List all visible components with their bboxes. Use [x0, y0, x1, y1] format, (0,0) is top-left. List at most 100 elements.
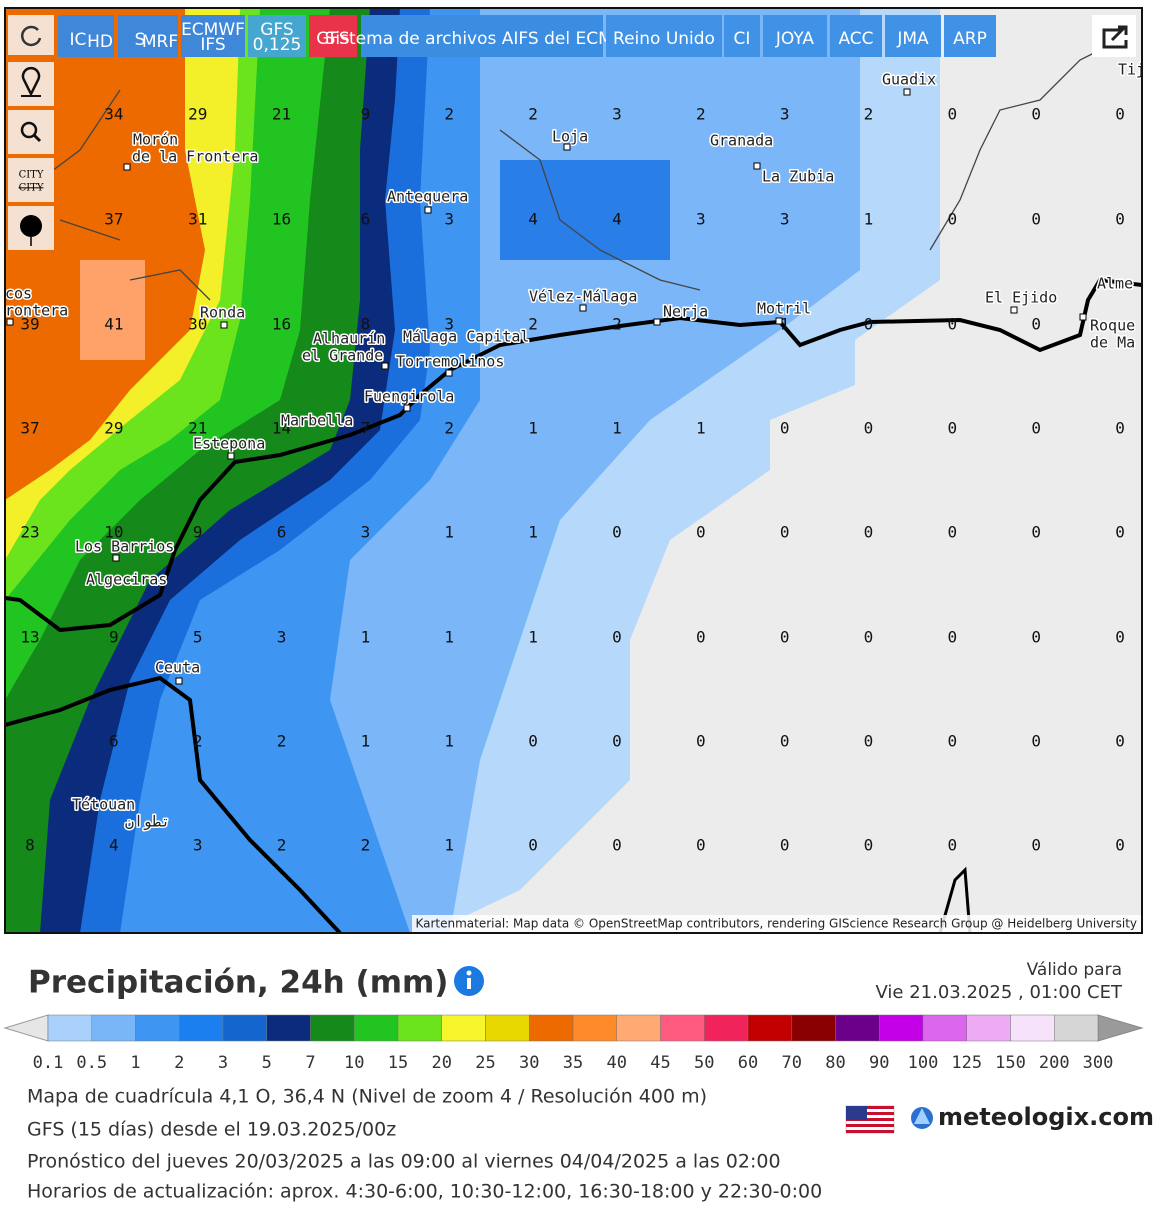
scale-label: 15 — [388, 1053, 408, 1073]
grid-value: 3 — [780, 105, 790, 124]
place-marker — [220, 321, 228, 329]
scale-label: 5 — [262, 1053, 272, 1073]
place-label: cos — [5, 285, 32, 303]
grid-value: 21 — [188, 419, 207, 438]
toolbar-button[interactable] — [885, 15, 941, 57]
toolbar-button[interactable] — [724, 15, 760, 57]
grid-value: 3 — [444, 315, 454, 334]
grid-value: 23 — [20, 523, 39, 542]
button-sub: HD — [87, 32, 113, 52]
grid-value: 5 — [193, 628, 203, 647]
refresh-button[interactable] — [8, 15, 54, 55]
scale-label: 300 — [1083, 1053, 1114, 1073]
scale-label: 125 — [951, 1053, 982, 1073]
grid-value: 16 — [272, 210, 291, 229]
grid-value: 0 — [864, 419, 874, 438]
toolbar-button[interactable] — [361, 15, 603, 57]
place-label: تطوان — [125, 813, 170, 831]
toolbar-button[interactable] — [944, 15, 996, 57]
place-marker — [175, 677, 183, 685]
button-label: GFS — [260, 20, 293, 40]
toolbar-button[interactable] — [830, 15, 882, 57]
toolbar-button[interactable] — [58, 15, 114, 57]
place-label: Torremolinos — [396, 353, 504, 371]
grid-value: 2 — [864, 105, 874, 124]
grid-value: 0 — [948, 105, 958, 124]
scale-label: 70 — [782, 1053, 802, 1073]
scale-label: 45 — [650, 1053, 670, 1073]
grid-value: 10 — [104, 523, 123, 542]
grid-value: 3 — [193, 836, 203, 855]
info-icon[interactable] — [454, 966, 484, 996]
button-sub: 0,125 — [253, 35, 302, 55]
grid-value: 1 — [528, 419, 538, 438]
place-label: Granada — [710, 132, 773, 150]
grid-value: 0 — [780, 836, 790, 855]
grid-value: 6 — [277, 523, 287, 542]
grid-value: 9 — [361, 105, 371, 124]
place-marker — [227, 452, 235, 460]
scale-label: 3 — [218, 1053, 228, 1073]
info-line: Horarios de actualización: aprox. 4:30-6… — [27, 1181, 822, 1203]
grid-value: 16 — [272, 315, 291, 334]
place-label: Ronda — [200, 304, 245, 322]
grid-value: 6 — [109, 732, 119, 751]
legend-title: Precipitación, 24h (mm) — [28, 965, 448, 1001]
scale-label: 2 — [174, 1053, 184, 1073]
grid-value: 3 — [780, 210, 790, 229]
toolbar-button[interactable] — [118, 15, 178, 57]
valid-label: Válido para — [1027, 960, 1122, 980]
grid-value: 0 — [948, 836, 958, 855]
place-label: Alme — [1097, 275, 1133, 293]
color-swatch — [660, 1014, 705, 1042]
grid-value: 0 — [948, 628, 958, 647]
grid-value: 0 — [1115, 732, 1125, 751]
button-label: ARP — [953, 29, 987, 49]
grid-value: 1 — [361, 732, 371, 751]
grid-value: 3 — [361, 523, 371, 542]
color-swatch — [1010, 1014, 1055, 1042]
toolbar-button[interactable] — [763, 15, 827, 57]
scale-label: 25 — [475, 1053, 495, 1073]
place-marker — [753, 162, 761, 170]
city-button[interactable] — [8, 158, 54, 202]
grid-value: 3 — [612, 105, 622, 124]
grid-value: 0 — [1115, 628, 1125, 647]
grid-value: 1 — [444, 523, 454, 542]
grid-value: 1 — [444, 628, 454, 647]
place-marker — [381, 362, 389, 370]
place-marker — [424, 206, 432, 214]
place-label: El Ejido — [985, 289, 1057, 307]
info-line: GFS (15 días) desde el 19.03.2025/00z — [27, 1119, 396, 1141]
color-swatch — [879, 1014, 924, 1042]
grid-value: 37 — [104, 210, 123, 229]
grid-value: 2 — [444, 419, 454, 438]
place-label: Tij — [1118, 61, 1145, 79]
toolbar-button[interactable] — [181, 15, 245, 57]
grid-value: 0 — [1031, 628, 1041, 647]
attribution: Kartenmaterial: Map data © OpenStreetMap… — [415, 917, 1137, 931]
city-label: CITY — [19, 170, 44, 181]
grid-value: 1 — [780, 315, 790, 334]
grid-value: 3 — [696, 210, 706, 229]
place-label: Marbella — [281, 412, 353, 430]
grid-value: 41 — [104, 315, 123, 334]
grid-value: 0 — [864, 732, 874, 751]
scale-label: 1 — [130, 1053, 140, 1073]
grid-value: 0 — [528, 732, 538, 751]
place-label: Ceuta — [155, 659, 200, 677]
zoom-button[interactable] — [8, 110, 54, 154]
place-label: Motril — [757, 300, 811, 318]
grid-value: 2 — [528, 105, 538, 124]
grid-value: 8 — [361, 315, 371, 334]
grid-value: 1 — [528, 523, 538, 542]
grid-value: 0 — [1115, 523, 1125, 542]
toolbar-button[interactable] — [309, 15, 357, 57]
color-swatch — [791, 1014, 836, 1042]
color-swatch — [704, 1014, 749, 1042]
toolbar-button[interactable] — [606, 15, 722, 57]
toolbar-button[interactable] — [248, 15, 306, 57]
grid-value: 0 — [612, 628, 622, 647]
scale-label: 35 — [563, 1053, 583, 1073]
place-label: rontera — [5, 302, 68, 320]
